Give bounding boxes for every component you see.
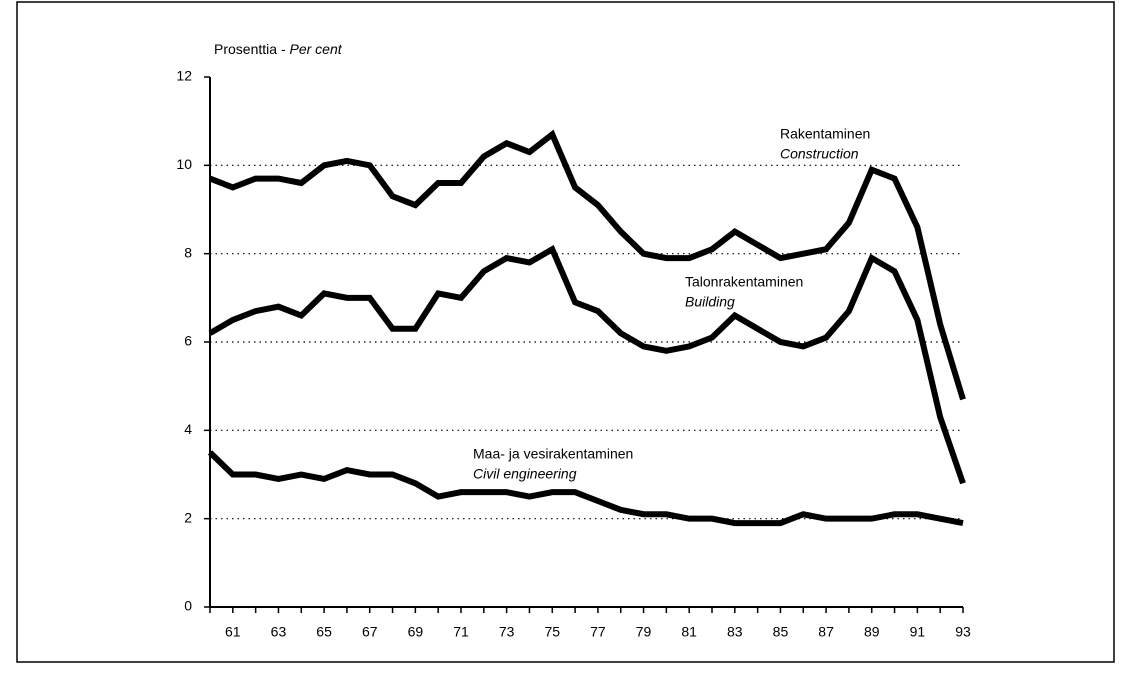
x-tick-label: 89: [864, 624, 880, 640]
y-axis-label: Prosenttia - Per cent: [214, 41, 343, 57]
x-tick-label: 63: [271, 624, 287, 640]
y-tick-label: 8: [184, 244, 192, 260]
frame: [16, 1, 1115, 663]
y-tick-label: 0: [184, 598, 192, 614]
x-tick-label: 81: [681, 624, 697, 640]
series-line: [208, 244, 966, 485]
x-tick-label: 83: [727, 624, 743, 640]
y-tick-label: 10: [176, 156, 192, 172]
x-tick-label: 65: [316, 624, 332, 640]
y-tick-label: 12: [176, 68, 192, 84]
x-tick-label: 91: [910, 624, 926, 640]
series-label: Rakentaminen: [780, 126, 870, 142]
y-label-en: Per cent: [290, 41, 343, 57]
x-tick-label: 77: [590, 624, 606, 640]
y-tick-label: 4: [184, 421, 192, 437]
y-label-sep: -: [281, 41, 286, 57]
series-label: Talonrakentaminen: [685, 274, 803, 290]
series-line: [207, 450, 964, 527]
y-tick-label: 6: [184, 333, 192, 349]
x-tick-label: 79: [636, 624, 652, 640]
series-label-en: Construction: [780, 146, 859, 162]
y-label-fi: Prosenttia: [214, 41, 277, 57]
x-tick-label: 93: [955, 624, 971, 640]
x-tick-label: 67: [362, 624, 378, 640]
series-label-en: Building: [685, 294, 735, 310]
x-tick-label: 71: [453, 624, 469, 640]
x-tick-label: 85: [773, 624, 789, 640]
x-tick-label: 61: [225, 624, 241, 640]
series-line: [208, 129, 966, 401]
x-tick-label: 73: [499, 624, 515, 640]
x-tick-label: 69: [408, 624, 424, 640]
y-tick-label: 2: [184, 509, 192, 525]
x-tick-label: 87: [818, 624, 834, 640]
x-tick-label: 75: [544, 624, 560, 640]
series-label-en: Civil engineering: [473, 466, 577, 482]
series-label: Maa- ja vesirakentaminen: [473, 446, 633, 462]
